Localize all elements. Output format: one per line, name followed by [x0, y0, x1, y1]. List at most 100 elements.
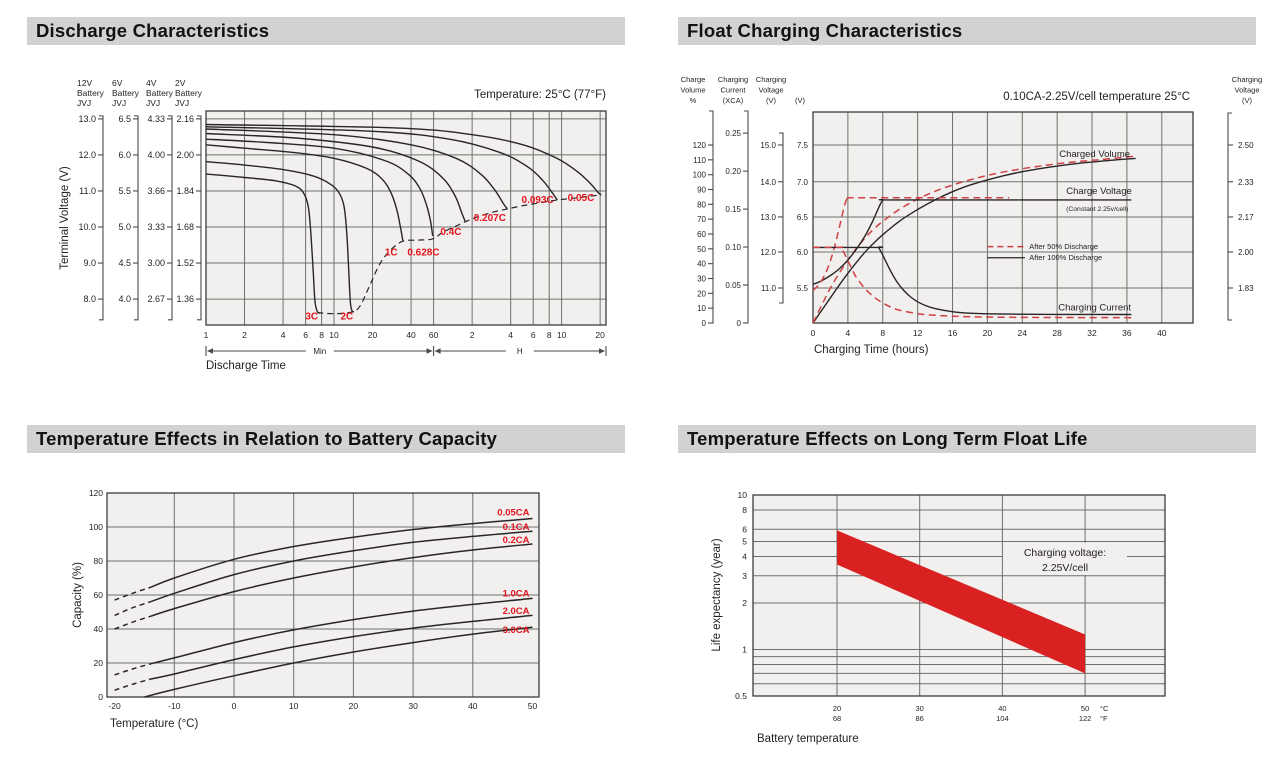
tick-label: -20: [108, 701, 121, 711]
scale-header: (V): [795, 96, 806, 105]
tick-label: 10: [738, 490, 748, 500]
section-title-float-life: Temperature Effects on Long Term Float L…: [678, 425, 1256, 453]
curve-charged-volume-after-50: [812, 155, 1136, 324]
curve-3C: [205, 173, 321, 314]
curve-label-0.1CA: 0.1CA: [503, 522, 530, 533]
tick-label: 4.0: [118, 294, 131, 304]
curve-label-0.2CA: 0.2CA: [503, 535, 530, 546]
axis-bracket: [709, 110, 714, 324]
grid: [205, 111, 606, 325]
tick-label: 7.0: [797, 178, 809, 187]
unit-label: °F: [1100, 714, 1108, 723]
tick-label: 20: [833, 704, 841, 713]
arrow-head: [426, 348, 433, 354]
unit-label: °C: [1100, 704, 1109, 713]
arrow-head: [207, 348, 213, 354]
curve-0.2CA-dashed: [114, 615, 151, 630]
tick-label: 0: [98, 692, 103, 702]
tick-label: 50: [1081, 704, 1089, 713]
curve-label-3C: 3C: [305, 311, 318, 322]
tick-label: 14.0: [760, 178, 776, 187]
tick-label: 60: [429, 330, 439, 340]
tick-label: 4: [742, 551, 747, 561]
curve-0.207C: [205, 128, 508, 209]
curve-1C: [205, 144, 404, 241]
tick-label: 1: [742, 645, 747, 655]
plot-background: [206, 111, 606, 325]
tick-label: 0: [702, 319, 707, 328]
tick-label: 36: [1122, 328, 1132, 338]
tick-label: 2: [742, 598, 747, 608]
tick-label: 20: [368, 330, 378, 340]
tick-label: 6: [742, 524, 747, 534]
tick-label: 2: [470, 330, 475, 340]
tick-label: 50: [697, 245, 706, 254]
float-charging-chart: 12011010090807060504030201000.250.200.15…: [680, 75, 1262, 356]
float-life-band: [837, 530, 1086, 674]
curve-label-1C: 1C: [385, 247, 398, 258]
curve-2.0CA-dashed: [114, 678, 151, 691]
tick-label: 0.25: [725, 129, 741, 138]
curve-label-2.0CA: 2.0CA: [503, 606, 530, 617]
curve-label: Charge Voltage: [1066, 186, 1132, 197]
curve-label: Charging Current: [1058, 302, 1131, 313]
tick-label: 0.05: [725, 281, 741, 290]
plot-border: [812, 111, 1194, 324]
x-axis-label: Charging Time (hours): [814, 344, 929, 356]
tick-label: 40: [1157, 328, 1167, 338]
annotation-line: 2.25V/cell: [1042, 562, 1088, 574]
legend-label: After 50% Discharge: [1029, 242, 1098, 251]
tick-label: 6.0: [797, 248, 809, 257]
tick-label: 5.0: [118, 222, 131, 232]
scale-header: Voltage: [758, 86, 783, 95]
tick-label: 1.83: [1238, 284, 1254, 293]
tick-label: 86: [916, 714, 924, 723]
tick-label: 40: [406, 330, 416, 340]
tick-label: 8: [742, 505, 747, 515]
curve-label-3.0CA: 3.0CA: [503, 625, 530, 636]
axis-bracket: [168, 115, 173, 321]
tick-label: 7.5: [797, 141, 809, 150]
section-title-temp-capacity: Temperature Effects in Relation to Batte…: [27, 425, 625, 453]
tick-label: 40: [468, 701, 478, 711]
curve-3.0CA: [144, 626, 533, 698]
curve-0.05C: [205, 123, 602, 196]
axis-bracket: [134, 115, 139, 321]
tick-label: 1.84: [176, 186, 194, 196]
curve-0.05CA: [150, 517, 533, 589]
tick-label: 2.17: [1238, 213, 1254, 222]
section-title-float-charging: Float Charging Characteristics: [678, 17, 1256, 45]
curve-label-0.093C: 0.093C: [522, 195, 554, 206]
tick-label: 0.5: [735, 691, 747, 701]
tick-label: 11.0: [79, 186, 96, 196]
tick-label: 110: [693, 156, 706, 165]
tick-label: 60: [94, 590, 104, 600]
scale-header: 6V: [112, 78, 123, 88]
tick-label: 8: [880, 328, 885, 338]
chart-note: 0.10CA-2.25V/cell temperature 25°C: [1003, 91, 1190, 103]
scale-header: (V): [1242, 96, 1253, 105]
plot-background: [813, 112, 1193, 323]
tick-label: 5: [742, 537, 747, 547]
curve-1.0CA: [150, 597, 533, 665]
tick-label: 40: [94, 624, 104, 634]
tick-label: 10: [329, 330, 339, 340]
tick-label: 20: [595, 330, 605, 340]
plot-border: [205, 110, 607, 326]
axis-bracket: [779, 132, 784, 304]
tick-label: 70: [697, 215, 706, 224]
tick-label: 8.0: [83, 294, 96, 304]
scale-header: Battery: [112, 88, 140, 98]
grid: [813, 112, 1193, 323]
tick-label: 12.0: [760, 248, 776, 257]
axis-bracket: [197, 115, 202, 321]
time-unit-label: Min: [313, 347, 326, 356]
tick-label: 50: [528, 701, 538, 711]
y-axis-label: Terminal Voltage (V): [59, 166, 71, 270]
y-axis-label: Capacity (%): [72, 562, 84, 628]
grid: [107, 493, 539, 697]
curve-2.0CA: [150, 614, 533, 680]
discharge-chart: 12VBatteryJVJ13.012.011.010.09.08.06VBat…: [59, 78, 607, 372]
scale-header: Current: [720, 86, 746, 95]
tick-label: 2: [242, 330, 247, 340]
